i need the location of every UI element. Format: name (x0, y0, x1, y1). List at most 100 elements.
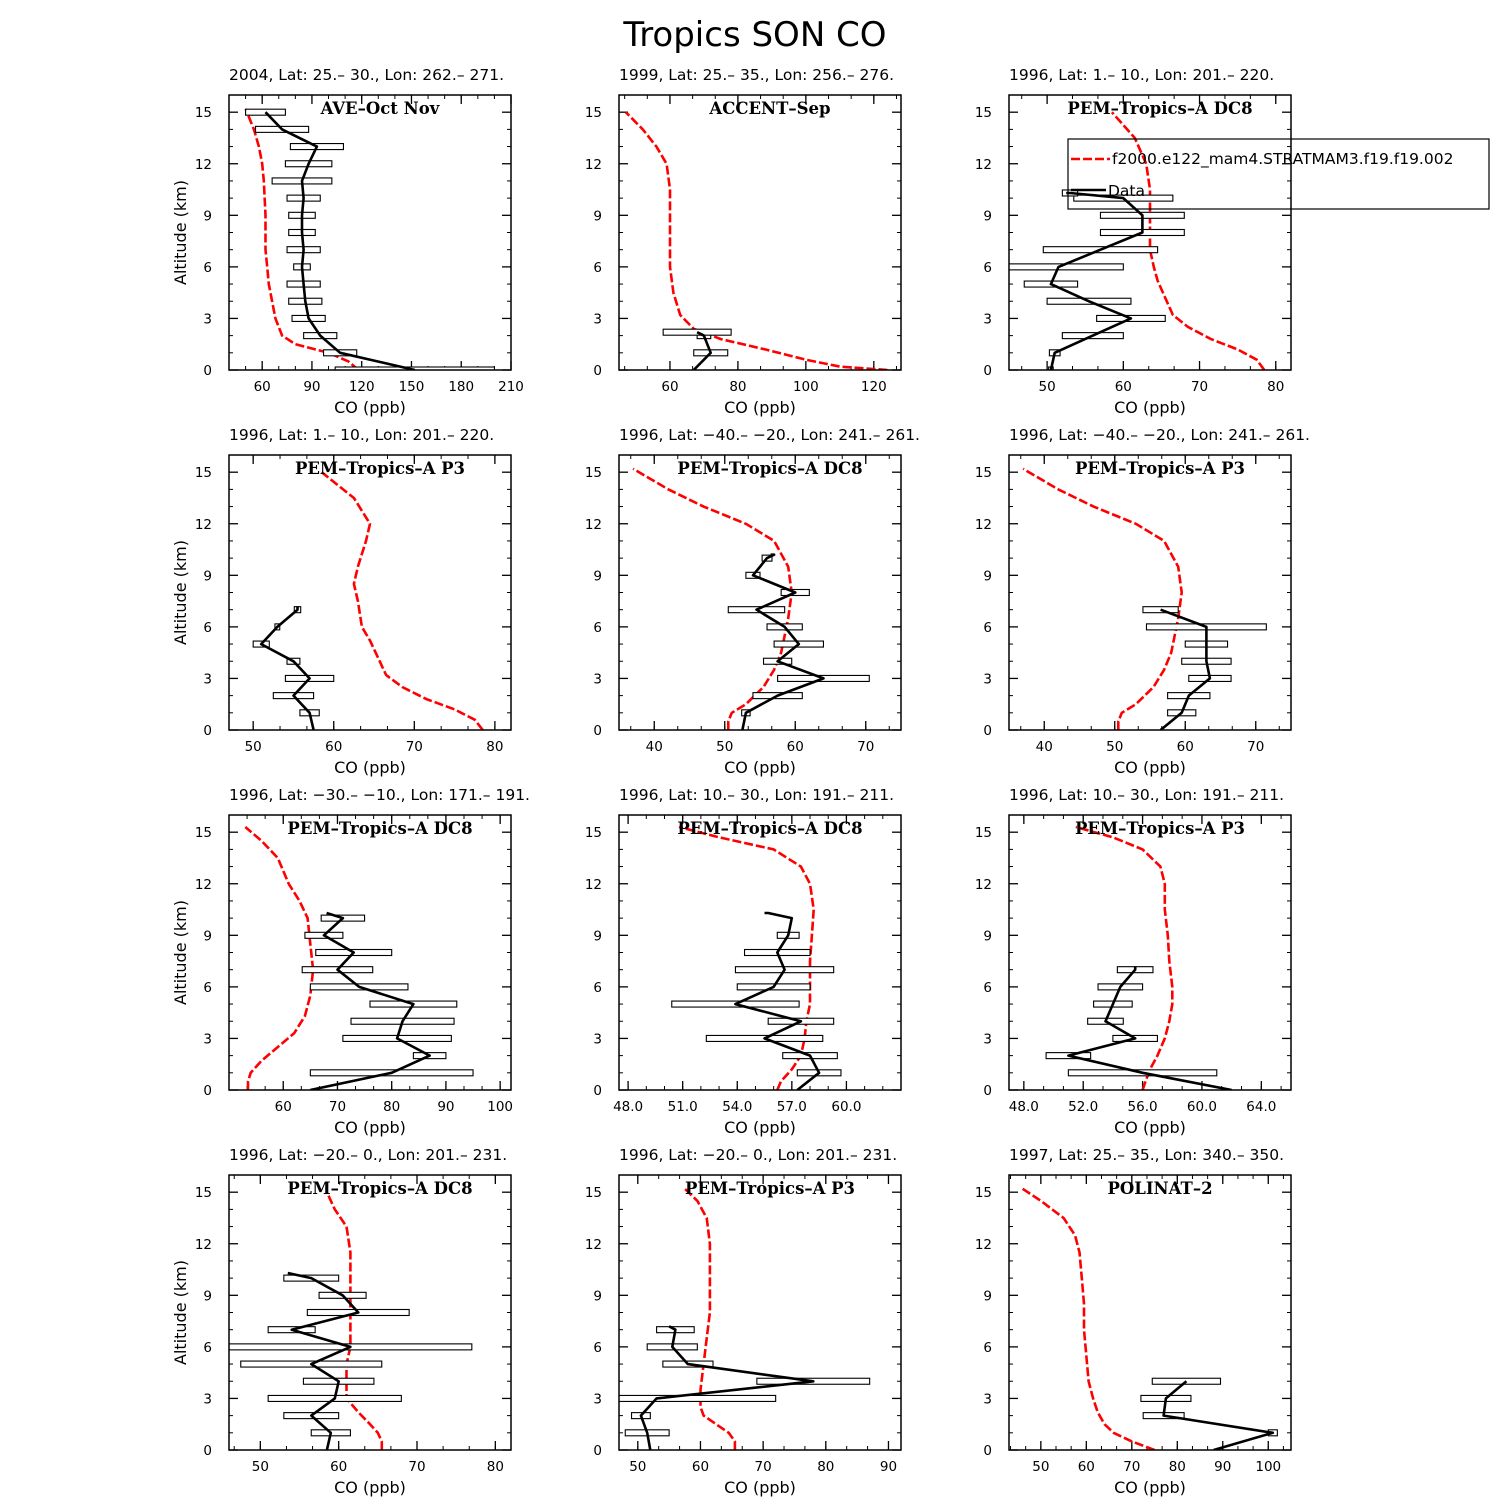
panel-subtitle: 1999, Lat: 25.– 35., Lon: 256.– 276. (619, 66, 894, 84)
y-tick-label: 9 (593, 928, 602, 944)
plot-area (252, 471, 484, 730)
x-tick-label: 40 (646, 739, 663, 755)
x-tick-label: 80 (1169, 1459, 1186, 1475)
x-axis-label: CO (ppb) (724, 1478, 796, 1497)
plot-frame (1008, 94, 1292, 371)
plot-frame (618, 814, 902, 1091)
model-line (244, 826, 315, 1090)
y-tick-label: 0 (203, 1083, 212, 1099)
campaign-label: PEM–Tropics–A DC8 (287, 1179, 472, 1198)
panel-subtitle: 1996, Lat: −40.– −20., Lon: 241.– 261. (1009, 426, 1310, 444)
x-tick-label: 60.0 (1187, 1099, 1217, 1115)
y-tick-label: 9 (593, 208, 602, 224)
campaign-label: POLINAT–2 (1107, 1179, 1212, 1198)
panel-subtitle: 1996, Lat: 10.– 30., Lon: 191.– 211. (619, 786, 894, 804)
y-tick-label: 0 (203, 363, 212, 379)
y-tick-label: 15 (195, 1185, 212, 1201)
x-axis-label: CO (ppb) (334, 1118, 406, 1137)
campaign-label: PEM–Tropics–A DC8 (677, 819, 862, 838)
panel-12: 1997, Lat: 25.– 35., Lon: 340.– 350.50 60… (975, 1146, 1292, 1497)
x-tick-label: 90 (880, 1459, 897, 1475)
x-tick-label: 54.0 (722, 1099, 752, 1115)
plot-frame (1008, 1174, 1292, 1451)
campaign-label: PEM–Tropics–A P3 (1075, 459, 1245, 478)
x-tick-label: 40 (1036, 739, 1053, 755)
x-tick-label: 60 (1115, 379, 1132, 395)
model-line (1022, 467, 1183, 730)
x-tick-label: 60 (661, 379, 678, 395)
plot-area (671, 825, 842, 1090)
panel-2: 1999, Lat: 25.– 35., Lon: 256.– 276.60 80… (585, 66, 902, 417)
y-tick-label: 9 (203, 928, 212, 944)
x-tick-label: 60 (1078, 1459, 1095, 1475)
x-tick-label: 60 (275, 1099, 292, 1115)
y-tick-label: 0 (983, 1083, 992, 1099)
y-tick-label: 9 (203, 208, 212, 224)
y-tick-label: 15 (195, 105, 212, 121)
plot-area (1045, 825, 1232, 1090)
y-tick-label: 6 (593, 980, 602, 996)
campaign-label: PEM–Tropics–A DC8 (1067, 99, 1252, 118)
x-tick-label: 70 (1191, 379, 1208, 395)
y-tick-label: 0 (593, 1443, 602, 1459)
x-tick-label: 60 (254, 379, 271, 395)
x-tick-label: 80 (1267, 379, 1284, 395)
panel-3: 1996, Lat: 1.– 10., Lon: 201.– 220.50 60 7… (975, 66, 1490, 417)
data-line (287, 1271, 360, 1450)
campaign-label: AVE–Oct Nov (320, 99, 440, 118)
panel-11: 1996, Lat: −20.– 0., Lon: 201.– 231.50 60… (585, 1146, 902, 1497)
plot-frame (1008, 814, 1292, 1091)
plot-frame (618, 1174, 902, 1451)
y-tick-label: 3 (983, 311, 992, 327)
plot-frame (228, 454, 512, 731)
data-line (734, 911, 821, 1090)
model-line (1075, 825, 1174, 1090)
y-axis-label: Altitude (km) (171, 540, 190, 645)
y-tick-label: 9 (593, 568, 602, 584)
x-tick-label: 90 (1214, 1459, 1231, 1475)
y-tick-label: 3 (593, 1391, 602, 1407)
model-line (683, 1187, 737, 1450)
plot-area (619, 1187, 871, 1450)
y-tick-label: 0 (593, 723, 602, 739)
panel-subtitle: 1997, Lat: 25.– 35., Lon: 340.– 350. (1009, 1146, 1284, 1164)
y-tick-label: 12 (975, 157, 992, 173)
x-tick-label: 70 (755, 1459, 772, 1475)
model-line (325, 1191, 384, 1450)
x-tick-label: 50 (245, 739, 262, 755)
error-bar (619, 1394, 777, 1402)
data-line (692, 331, 713, 370)
x-tick-label: 90 (437, 1099, 454, 1115)
y-tick-label: 3 (983, 1391, 992, 1407)
plot-area (244, 108, 495, 370)
legend-box (1067, 138, 1490, 210)
campaign-label: ACCENT–Sep (708, 99, 830, 118)
plot-frame (228, 1174, 512, 1451)
y-tick-label: 3 (203, 671, 212, 687)
plot-frame (228, 814, 512, 1091)
x-axis-label: CO (ppb) (1114, 398, 1186, 417)
x-tick-label: 50 (1039, 379, 1056, 395)
panel-1: 2004, Lat: 25.– 30., Lon: 262.– 271.60 90… (171, 66, 524, 417)
x-tick-label: 70 (329, 1099, 346, 1115)
x-tick-label: 180 (448, 379, 474, 395)
y-tick-label: 15 (195, 465, 212, 481)
y-tick-label: 12 (195, 157, 212, 173)
x-tick-label: 70 (857, 739, 874, 755)
y-tick-label: 0 (983, 723, 992, 739)
x-tick-label: 120 (861, 379, 887, 395)
figure-title: Tropics SON CO (622, 15, 886, 55)
y-tick-label: 3 (203, 1031, 212, 1047)
x-tick-label: 70 (1247, 739, 1264, 755)
x-axis-label: CO (ppb) (724, 398, 796, 417)
x-tick-label: 48.0 (613, 1099, 643, 1115)
y-tick-label: 12 (195, 517, 212, 533)
x-tick-label: 60 (692, 1459, 709, 1475)
plot-area (244, 826, 474, 1090)
model-line (244, 108, 360, 370)
model-line (1021, 1187, 1155, 1450)
y-tick-label: 15 (585, 465, 602, 481)
x-tick-label: 60 (330, 1459, 347, 1475)
plot-area (229, 1191, 473, 1450)
